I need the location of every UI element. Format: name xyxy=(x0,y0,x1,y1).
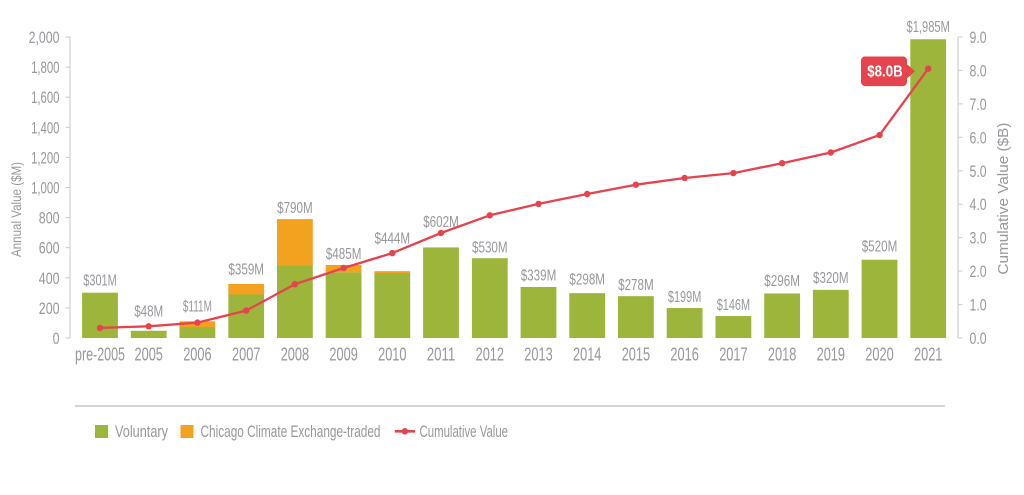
svg-text:1.0: 1.0 xyxy=(970,296,987,315)
svg-text:5.0: 5.0 xyxy=(970,162,987,181)
svg-text:2.0: 2.0 xyxy=(970,262,987,281)
svg-text:$48M: $48M xyxy=(134,303,163,320)
svg-text:2017: 2017 xyxy=(719,344,747,364)
svg-text:1,000: 1,000 xyxy=(31,179,59,198)
svg-text:$296M: $296M xyxy=(764,273,800,290)
svg-text:$298M: $298M xyxy=(569,272,605,289)
svg-text:$339M: $339M xyxy=(521,267,557,284)
svg-text:2018: 2018 xyxy=(768,344,796,364)
svg-text:1,600: 1,600 xyxy=(31,88,59,107)
svg-text:2006: 2006 xyxy=(183,344,211,364)
svg-text:$520M: $520M xyxy=(862,238,898,255)
svg-text:2020: 2020 xyxy=(865,344,893,364)
svg-text:2012: 2012 xyxy=(476,344,504,364)
svg-text:$320M: $320M xyxy=(813,270,849,287)
svg-text:400: 400 xyxy=(39,269,60,288)
svg-text:0: 0 xyxy=(53,329,60,348)
svg-text:2005: 2005 xyxy=(135,344,163,364)
svg-text:2013: 2013 xyxy=(524,344,552,364)
svg-text:$301M: $301M xyxy=(83,273,116,290)
svg-text:2010: 2010 xyxy=(378,344,406,364)
svg-text:Cumulative Value: Cumulative Value xyxy=(420,423,509,441)
svg-text:$444M: $444M xyxy=(375,231,411,248)
svg-text:$278M: $278M xyxy=(618,277,654,294)
svg-text:800: 800 xyxy=(39,209,60,228)
svg-text:2014: 2014 xyxy=(573,344,601,364)
svg-text:9.0: 9.0 xyxy=(970,28,987,47)
svg-text:1,800: 1,800 xyxy=(31,58,59,77)
svg-text:Chicago Climate Exchange-trade: Chicago Climate Exchange-traded xyxy=(201,423,381,441)
svg-text:2009: 2009 xyxy=(329,344,357,364)
svg-text:1,200: 1,200 xyxy=(31,148,59,167)
svg-text:Voluntary: Voluntary xyxy=(115,423,169,441)
svg-text:2,000: 2,000 xyxy=(29,28,60,47)
svg-text:pre-2005: pre-2005 xyxy=(75,344,125,364)
svg-text:2008: 2008 xyxy=(281,344,309,364)
svg-text:$146M: $146M xyxy=(717,297,750,314)
svg-text:$790M: $790M xyxy=(277,200,313,217)
svg-text:8.0: 8.0 xyxy=(970,61,987,80)
svg-text:$1,985M: $1,985M xyxy=(907,19,950,36)
svg-text:1,400: 1,400 xyxy=(31,118,59,137)
svg-text:2019: 2019 xyxy=(817,344,845,364)
svg-text:6.0: 6.0 xyxy=(970,128,987,147)
svg-text:0.0: 0.0 xyxy=(970,329,987,348)
svg-text:4.0: 4.0 xyxy=(970,195,987,214)
svg-text:2007: 2007 xyxy=(232,344,260,364)
svg-text:Cumulative Value ($B): Cumulative Value ($B) xyxy=(996,123,1012,275)
svg-text:$199M: $199M xyxy=(668,289,701,306)
svg-text:$359M: $359M xyxy=(228,262,264,279)
svg-text:2011: 2011 xyxy=(427,344,455,364)
svg-text:2015: 2015 xyxy=(622,344,650,364)
svg-text:$530M: $530M xyxy=(472,240,508,257)
svg-text:2021: 2021 xyxy=(914,344,942,364)
svg-text:$111M: $111M xyxy=(183,298,212,315)
svg-text:7.0: 7.0 xyxy=(970,95,987,114)
svg-text:600: 600 xyxy=(39,239,60,258)
svg-text:$8.0B: $8.0B xyxy=(867,64,902,81)
svg-text:2016: 2016 xyxy=(670,344,698,364)
svg-text:3.0: 3.0 xyxy=(970,229,987,248)
svg-text:200: 200 xyxy=(39,299,60,318)
svg-text:Annual Value ($M): Annual Value ($M) xyxy=(9,162,24,257)
svg-text:$602M: $602M xyxy=(423,214,459,231)
svg-text:$485M: $485M xyxy=(326,246,362,263)
